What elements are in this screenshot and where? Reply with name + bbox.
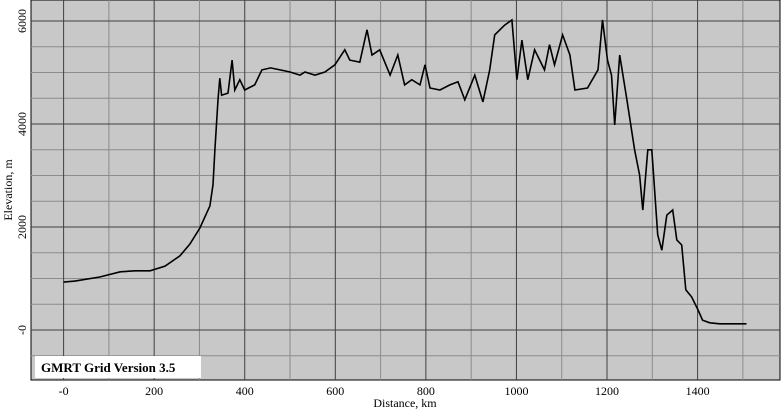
y-tick-label: 4000 [15,112,29,136]
annotation-box [35,356,201,378]
marks [63,18,747,325]
y-tick-label: -0 [15,325,29,335]
annotation: GMRT Grid Version 3.5 [41,360,176,375]
x-axis-label: Distance, km [373,396,437,410]
y-tick-label: 6000 [15,9,29,33]
x-tick-label: 1200 [595,384,619,398]
grid [31,0,780,380]
x-tick-label: 1400 [686,384,710,398]
x-tick-label: 400 [236,384,254,398]
y-tick-label: 2000 [15,215,29,239]
x-tick-label: 200 [145,384,163,398]
x-tick-label: 800 [417,384,435,398]
plot-area [30,0,781,381]
y-axis-label: Elevation, m [1,159,15,221]
x-tick-label: -0 [59,384,69,398]
x-tick-label: 1000 [504,384,528,398]
profile-line [63,18,747,325]
x-tick-label: 600 [326,384,344,398]
